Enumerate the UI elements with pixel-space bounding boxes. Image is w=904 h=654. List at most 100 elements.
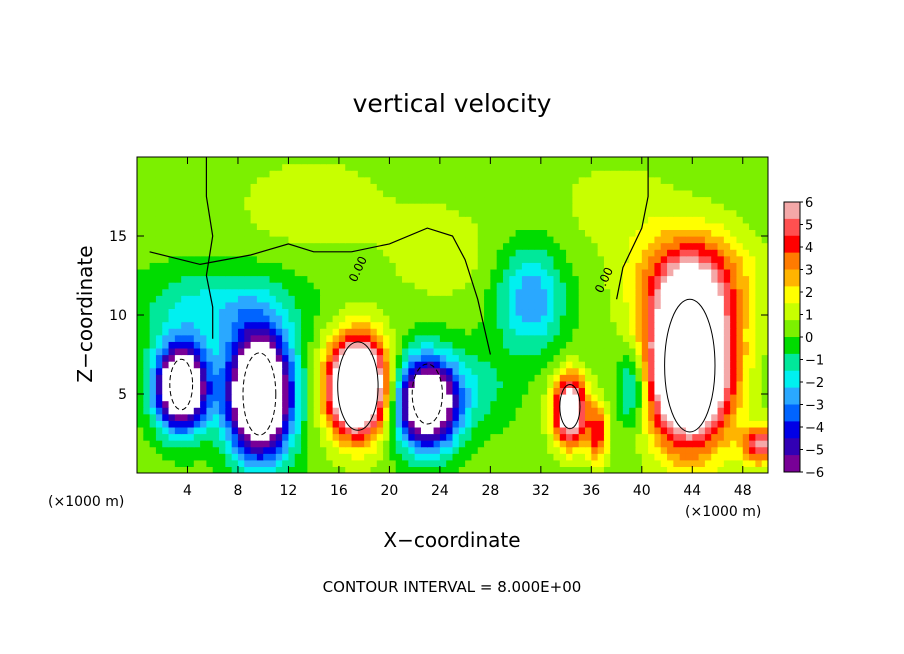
heatmap-cell: [667, 374, 674, 382]
heatmap-cell: [654, 440, 662, 448]
heatmap-cell: [717, 242, 725, 250]
heatmap-cell: [692, 453, 700, 461]
heatmap-cell: [357, 282, 365, 290]
heatmap-cell: [338, 420, 346, 428]
heatmap-cell: [395, 413, 403, 421]
heatmap-cell: [364, 446, 372, 454]
heatmap-cell: [711, 282, 719, 290]
heatmap-cell: [622, 328, 630, 336]
heatmap-cell: [749, 262, 756, 270]
heatmap-cell: [515, 446, 523, 454]
heatmap-cell: [578, 446, 586, 454]
heatmap-cell: [528, 413, 536, 421]
heatmap-cell: [559, 170, 567, 178]
heatmap-cell: [256, 255, 264, 263]
heatmap-cell: [225, 216, 233, 224]
heatmap-cell: [439, 308, 447, 316]
heatmap-cell: [187, 315, 195, 323]
heatmap-cell: [547, 255, 555, 263]
heatmap-cell: [338, 189, 346, 198]
heatmap-cell: [414, 426, 422, 435]
heatmap-cell: [137, 183, 144, 191]
heatmap-cell: [667, 341, 674, 349]
heatmap-cell: [521, 361, 529, 369]
heatmap-cell: [736, 249, 744, 257]
heatmap-cell: [389, 163, 397, 171]
heatmap-cell: [566, 374, 573, 382]
heatmap-cell: [383, 295, 390, 303]
heatmap-cell: [357, 334, 365, 342]
heatmap-cell: [206, 341, 214, 349]
heatmap-cell: [711, 387, 719, 395]
zero-contour: [205, 157, 214, 339]
heatmap-cell: [395, 426, 403, 435]
heatmap-cell: [408, 341, 416, 349]
heatmap-cell: [402, 315, 409, 323]
heatmap-cell: [275, 262, 283, 270]
heatmap-cell: [502, 189, 510, 198]
heatmap-cell: [679, 216, 687, 224]
heatmap-cell: [484, 433, 491, 441]
heatmap-cell: [698, 301, 706, 310]
heatmap-cell: [559, 407, 567, 415]
heatmap-cell: [711, 268, 719, 277]
heatmap-cell: [269, 374, 277, 382]
heatmap-cell: [364, 380, 372, 389]
heatmap-cell: [654, 380, 662, 389]
heatmap-cell: [736, 334, 744, 342]
heatmap-cell: [137, 321, 144, 329]
heatmap-cell: [414, 229, 422, 237]
heatmap-cell: [408, 229, 416, 237]
heatmap-cell: [528, 183, 536, 191]
heatmap-cell: [547, 433, 555, 441]
heatmap-cell: [364, 328, 372, 336]
heatmap-cell: [578, 229, 586, 237]
heatmap-cell: [193, 446, 201, 454]
heatmap-cell: [629, 183, 637, 191]
heatmap-cell: [723, 453, 731, 461]
heatmap-cell: [155, 374, 163, 382]
heatmap-cell: [572, 433, 580, 441]
heatmap-cell: [357, 229, 365, 237]
heatmap-cell: [667, 236, 674, 244]
heatmap-cell: [301, 407, 308, 415]
heatmap-cell: [446, 163, 454, 171]
heatmap-cell: [212, 433, 220, 441]
heatmap-cell: [755, 170, 763, 178]
heatmap-cell: [237, 249, 245, 257]
heatmap-cell: [313, 216, 321, 224]
heatmap-cell: [667, 321, 674, 329]
heatmap-cell: [319, 209, 327, 217]
heatmap-cell: [540, 288, 548, 296]
heatmap-cell: [174, 380, 182, 389]
heatmap-cell: [275, 282, 283, 290]
heatmap-cell: [616, 157, 624, 165]
heatmap-cell: [521, 341, 529, 349]
heatmap-cell: [206, 334, 214, 342]
heatmap-cell: [187, 466, 195, 473]
heatmap-cell: [496, 413, 504, 421]
heatmap-cell: [376, 328, 384, 336]
heatmap-cell: [490, 157, 498, 165]
heatmap-cell: [553, 236, 561, 244]
heatmap-cell: [717, 222, 725, 231]
heatmap-cell: [667, 433, 674, 441]
heatmap-cell: [420, 163, 428, 171]
heatmap-cell: [275, 433, 283, 441]
heatmap-cell: [660, 440, 668, 448]
heatmap-cell: [553, 222, 561, 231]
heatmap-cell: [458, 420, 466, 428]
heatmap-cell: [231, 328, 239, 336]
heatmap-cell: [515, 453, 523, 461]
heatmap-cell: [446, 242, 454, 250]
heatmap-cell: [458, 446, 466, 454]
heatmap-cell: [648, 321, 656, 329]
heatmap-cell: [578, 315, 586, 323]
heatmap-cell: [553, 341, 561, 349]
heatmap-cell: [490, 308, 498, 316]
heatmap-cell: [181, 446, 189, 454]
heatmap-cell: [414, 400, 422, 408]
heatmap-cell: [244, 394, 252, 402]
heatmap-cell: [749, 347, 756, 356]
heatmap-cell: [174, 367, 182, 375]
